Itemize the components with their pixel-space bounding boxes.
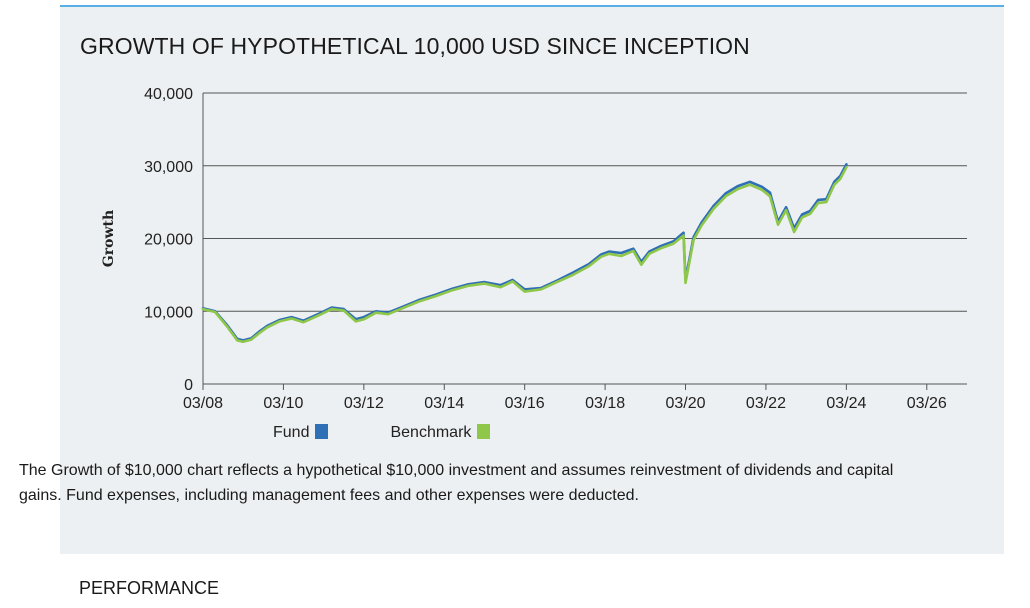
y-axis-label: Growth <box>101 210 117 267</box>
legend-swatch-fund <box>315 424 329 439</box>
chart-disclaimer: The Growth of $10,000 chart reflects a h… <box>19 462 894 504</box>
y-tick-label: 30,000 <box>144 159 193 176</box>
series-line-benchmark <box>201 165 848 344</box>
y-tick-label: 20,000 <box>144 232 193 249</box>
x-tick-label: 03/16 <box>505 395 545 412</box>
chart-legend: Fund Benchmark <box>273 424 552 442</box>
x-tick-label: 03/14 <box>424 395 464 412</box>
x-tick-label: 03/20 <box>666 395 706 412</box>
x-tick-label: 03/26 <box>907 395 947 412</box>
chart-title: GROWTH OF HYPOTHETICAL 10,000 USD SINCE … <box>80 33 750 59</box>
x-tick-label: 03/18 <box>585 395 625 412</box>
x-tick-label: 03/10 <box>263 395 303 412</box>
x-tick-label: 03/08 <box>183 395 223 412</box>
legend-label-fund: Fund <box>273 424 310 441</box>
y-tick-label: 0 <box>184 377 193 394</box>
x-tick-label: 03/24 <box>826 395 866 412</box>
y-tick-label: 40,000 <box>144 86 193 103</box>
legend-label-benchmark: Benchmark <box>390 424 472 441</box>
chart-panel: GROWTH OF HYPOTHETICAL 10,000 USD SINCE … <box>60 5 1004 554</box>
y-tick-label: 10,000 <box>144 304 193 321</box>
legend-swatch-benchmark <box>477 424 491 439</box>
x-tick-label: 03/12 <box>344 395 384 412</box>
section-title-performance: PERFORMANCE <box>79 578 220 598</box>
legend-item-benchmark: Benchmark <box>390 424 491 442</box>
series-line-fund <box>201 163 848 342</box>
legend-item-fund: Fund <box>273 424 329 442</box>
x-tick-label: 03/22 <box>746 395 786 412</box>
